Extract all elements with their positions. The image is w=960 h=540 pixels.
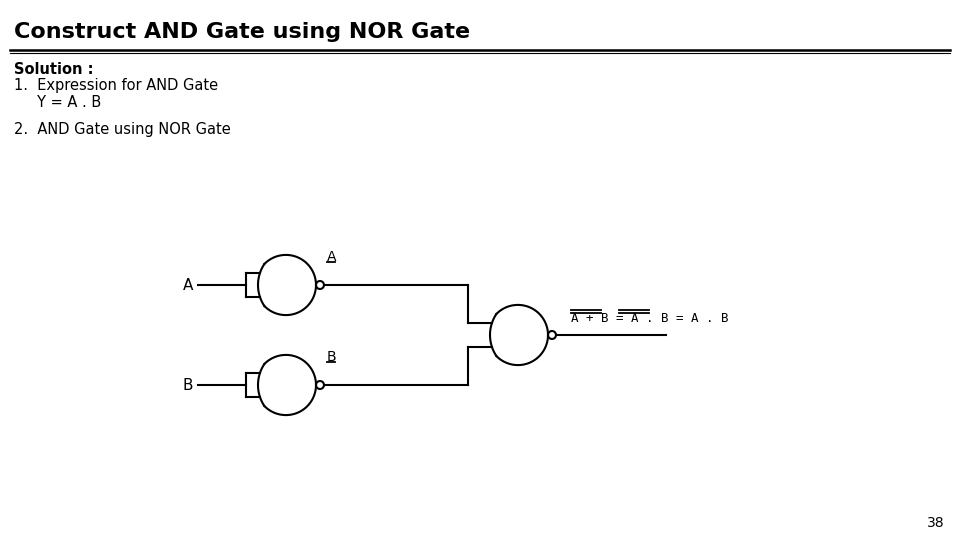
Text: Construct AND Gate using NOR Gate: Construct AND Gate using NOR Gate	[14, 22, 470, 42]
Text: Solution :: Solution :	[14, 62, 93, 77]
Text: B: B	[182, 377, 193, 393]
Text: 2.  AND Gate using NOR Gate: 2. AND Gate using NOR Gate	[14, 122, 230, 137]
Text: A + B = A . B = A . B: A + B = A . B = A . B	[571, 312, 729, 325]
Text: 1.  Expression for AND Gate: 1. Expression for AND Gate	[14, 78, 218, 93]
Text: Y = A . B: Y = A . B	[14, 95, 101, 110]
Text: A: A	[182, 278, 193, 293]
Text: B: B	[327, 350, 337, 364]
Text: 38: 38	[927, 516, 945, 530]
Text: A: A	[327, 250, 337, 264]
